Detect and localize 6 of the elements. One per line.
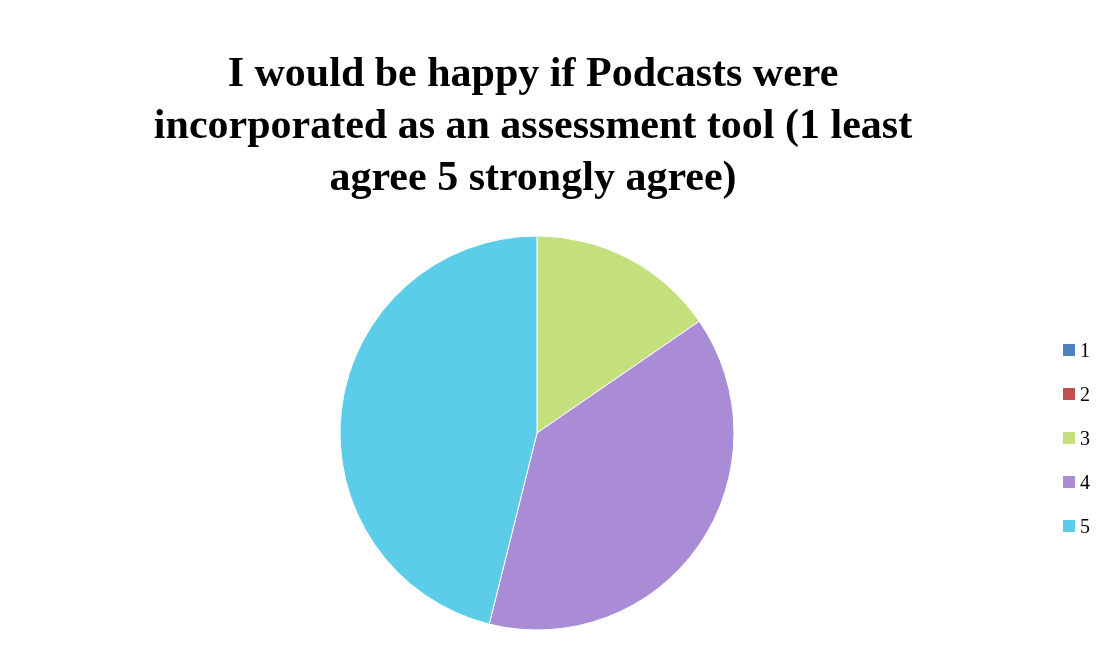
legend-label: 2 <box>1080 382 1090 406</box>
legend-label: 1 <box>1080 338 1090 362</box>
legend-label: 3 <box>1080 426 1090 450</box>
chart-title: I would be happy if Podcasts were incorporated as an assessment tool (1 least agree 5 strongly agree) <box>152 48 914 201</box>
legend-label: 5 <box>1080 514 1090 538</box>
legend-label: 4 <box>1080 470 1090 494</box>
